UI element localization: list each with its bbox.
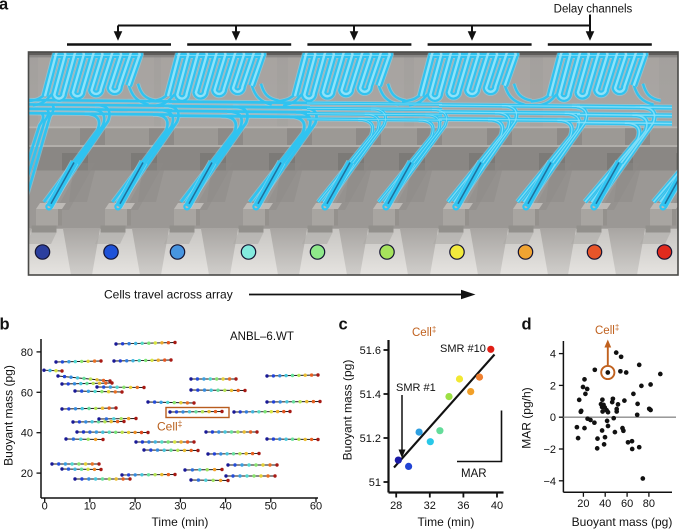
svg-text:Buoyant mass (pg): Buoyant mass (pg): [341, 360, 355, 461]
svg-text:60: 60: [621, 498, 633, 510]
svg-text:80: 80: [643, 498, 655, 510]
svg-text:Time (min): Time (min): [418, 515, 475, 529]
svg-text:Cells travel across array: Cells travel across array: [104, 288, 233, 302]
svg-text:a: a: [0, 0, 9, 14]
svg-text:MAR (pg/h): MAR (pg/h): [520, 387, 534, 448]
svg-text:51.2: 51.2: [360, 433, 381, 445]
svg-text:2: 2: [550, 380, 556, 392]
svg-text:20: 20: [129, 501, 141, 513]
svg-text:Delay channels: Delay channels: [554, 4, 633, 16]
svg-text:Buoyant mass (pg): Buoyant mass (pg): [572, 515, 673, 529]
svg-text:d: d: [522, 315, 532, 333]
svg-text:32: 32: [424, 500, 436, 512]
svg-text:51.6: 51.6: [360, 345, 381, 357]
svg-text:SMR #10: SMR #10: [440, 343, 486, 355]
svg-text:20: 20: [577, 498, 589, 510]
svg-text:−4: −4: [543, 476, 556, 488]
svg-text:0: 0: [550, 412, 556, 424]
svg-text:0: 0: [42, 501, 48, 513]
svg-text:−2: −2: [543, 444, 556, 456]
svg-text:51.4: 51.4: [360, 389, 381, 401]
svg-text:Buoyant mass (pg): Buoyant mass (pg): [2, 365, 16, 466]
svg-text:4: 4: [550, 349, 556, 361]
svg-text:50: 50: [265, 501, 277, 513]
svg-text:20: 20: [21, 468, 33, 480]
svg-text:Cell‡: Cell‡: [412, 325, 436, 339]
svg-text:60: 60: [310, 501, 322, 513]
svg-text:Time (min): Time (min): [152, 515, 209, 529]
svg-text:10: 10: [84, 501, 96, 513]
svg-text:c: c: [339, 316, 348, 334]
svg-text:36: 36: [457, 500, 469, 512]
svg-text:30: 30: [174, 501, 186, 513]
svg-text:40: 40: [491, 500, 503, 512]
svg-text:60: 60: [21, 387, 33, 399]
svg-text:51: 51: [369, 477, 381, 489]
svg-text:SMR #1: SMR #1: [396, 382, 436, 394]
svg-text:28: 28: [390, 500, 402, 512]
svg-text:40: 40: [21, 428, 33, 440]
svg-text:b: b: [0, 315, 10, 333]
svg-text:MAR: MAR: [461, 468, 487, 480]
svg-text:Cell‡: Cell‡: [157, 419, 183, 434]
svg-text:40: 40: [219, 501, 231, 513]
svg-text:80: 80: [21, 347, 33, 359]
svg-text:40: 40: [599, 498, 611, 510]
svg-text:Cell‡: Cell‡: [595, 323, 619, 337]
svg-text:ANBL–6.WT: ANBL–6.WT: [230, 331, 294, 343]
